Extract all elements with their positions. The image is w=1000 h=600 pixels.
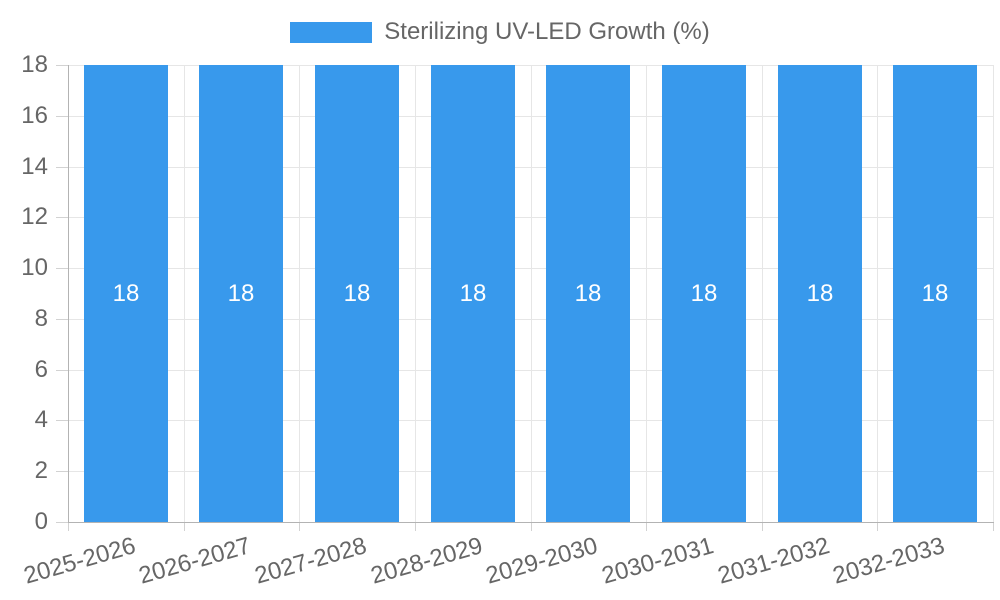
y-tick-mark — [56, 65, 68, 66]
y-gridline — [68, 370, 993, 371]
y-tick-mark — [56, 319, 68, 320]
bar-value-label: 18 — [921, 280, 949, 307]
x-gridline — [993, 65, 994, 522]
y-tick-mark — [56, 420, 68, 421]
x-tick-mark — [68, 522, 69, 531]
y-gridline — [68, 319, 993, 320]
y-gridline — [68, 420, 993, 421]
y-tick-label: 2 — [34, 457, 48, 484]
bar — [662, 65, 746, 522]
y-tick-label: 14 — [21, 153, 48, 180]
x-gridline — [299, 65, 300, 522]
bar-value-label: 18 — [574, 280, 602, 307]
x-gridline — [646, 65, 647, 522]
x-tick-mark — [531, 522, 532, 531]
x-axis-line — [68, 522, 994, 523]
x-tick-label: 2031-2032 — [715, 532, 833, 590]
bar — [893, 65, 977, 522]
x-tick-label: 2027-2028 — [252, 532, 370, 590]
y-gridline — [68, 116, 993, 117]
y-gridline — [68, 167, 993, 168]
y-tick-mark — [56, 217, 68, 218]
bar — [199, 65, 283, 522]
x-gridline — [762, 65, 763, 522]
y-tick-mark — [56, 268, 68, 269]
legend-item[interactable]: Sterilizing UV-LED Growth (%) — [0, 18, 1000, 46]
legend-swatch — [290, 21, 373, 43]
y-tick-mark — [56, 167, 68, 168]
x-tick-mark — [762, 522, 763, 531]
bar — [84, 65, 168, 522]
x-tick-mark — [299, 522, 300, 531]
y-tick-label: 12 — [21, 203, 48, 230]
y-tick-mark — [56, 116, 68, 117]
bar-value-label: 18 — [690, 280, 718, 307]
y-tick-label: 18 — [21, 51, 48, 78]
x-gridline — [531, 65, 532, 522]
x-tick-label: 2028-2029 — [368, 532, 486, 590]
y-tick-label: 4 — [34, 406, 48, 433]
y-tick-mark — [56, 522, 68, 523]
y-tick-mark — [56, 471, 68, 472]
x-tick-mark — [646, 522, 647, 531]
y-tick-label: 16 — [21, 102, 48, 129]
bar-value-label: 18 — [112, 280, 140, 307]
y-tick-label: 10 — [21, 254, 48, 281]
x-gridline — [184, 65, 185, 522]
bar — [315, 65, 399, 522]
y-tick-label: 8 — [34, 305, 48, 332]
bar — [778, 65, 862, 522]
bar — [546, 65, 630, 522]
x-tick-label: 2029-2030 — [483, 532, 601, 590]
x-tick-label: 2030-2031 — [599, 532, 717, 590]
x-tick-label: 2026-2027 — [136, 532, 254, 590]
bar — [431, 65, 515, 522]
x-tick-mark — [184, 522, 185, 531]
legend-label: Sterilizing UV-LED Growth (%) — [384, 18, 710, 45]
bar-value-label: 18 — [806, 280, 834, 307]
x-tick-label: 2025-2026 — [21, 532, 139, 590]
y-tick-mark — [56, 370, 68, 371]
y-tick-label: 6 — [34, 356, 48, 383]
y-axis-line — [68, 65, 69, 522]
x-tick-mark — [993, 522, 994, 531]
x-gridline — [415, 65, 416, 522]
x-tick-label: 2032-2033 — [830, 532, 948, 590]
bar-value-label: 18 — [343, 280, 371, 307]
x-gridline — [877, 65, 878, 522]
bar-value-label: 18 — [227, 280, 255, 307]
y-gridline — [68, 217, 993, 218]
x-tick-mark — [415, 522, 416, 531]
y-tick-label: 0 — [34, 508, 48, 535]
y-gridline — [68, 65, 993, 66]
bar-value-label: 18 — [459, 280, 487, 307]
x-tick-mark — [877, 522, 878, 531]
y-gridline — [68, 471, 993, 472]
y-gridline — [68, 268, 993, 269]
